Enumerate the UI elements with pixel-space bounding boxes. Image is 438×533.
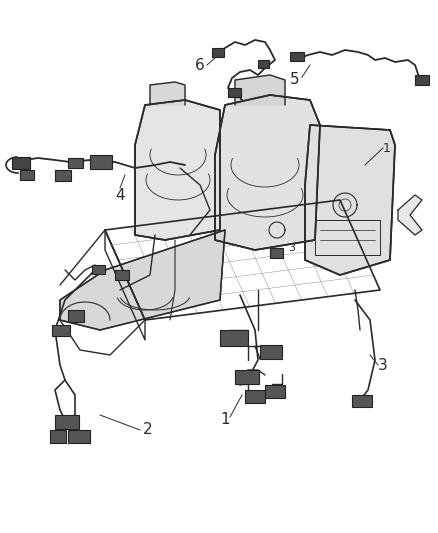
Text: 2: 2 (143, 423, 153, 438)
Bar (212, 48, 224, 57)
Bar (50, 430, 66, 443)
Polygon shape (398, 195, 422, 235)
Polygon shape (305, 125, 395, 275)
Bar (68, 310, 84, 322)
Bar (12, 157, 30, 169)
Bar (68, 158, 83, 168)
Text: 3: 3 (289, 243, 296, 253)
Bar (55, 170, 71, 181)
Bar (220, 330, 248, 346)
Text: 4: 4 (115, 188, 125, 203)
Bar (115, 270, 129, 280)
Polygon shape (235, 75, 285, 105)
Bar (55, 415, 79, 429)
Bar (68, 430, 90, 443)
Bar (20, 170, 34, 180)
Bar (245, 390, 265, 403)
Polygon shape (135, 100, 220, 240)
Text: 5: 5 (290, 72, 300, 87)
Text: 3: 3 (378, 358, 388, 373)
Bar (52, 325, 70, 336)
Bar (270, 248, 283, 258)
Bar (352, 395, 372, 407)
Text: 1: 1 (383, 141, 391, 155)
Bar (290, 52, 304, 61)
Polygon shape (60, 230, 225, 330)
Bar (228, 88, 241, 97)
Bar (90, 155, 112, 169)
Polygon shape (215, 95, 320, 250)
Bar (235, 370, 259, 384)
Bar (260, 345, 282, 359)
Bar (265, 385, 285, 398)
Text: 6: 6 (195, 58, 205, 72)
Bar (92, 265, 105, 274)
Bar (258, 60, 269, 68)
Polygon shape (150, 82, 185, 105)
Text: 1: 1 (220, 413, 230, 427)
Bar (415, 75, 429, 85)
